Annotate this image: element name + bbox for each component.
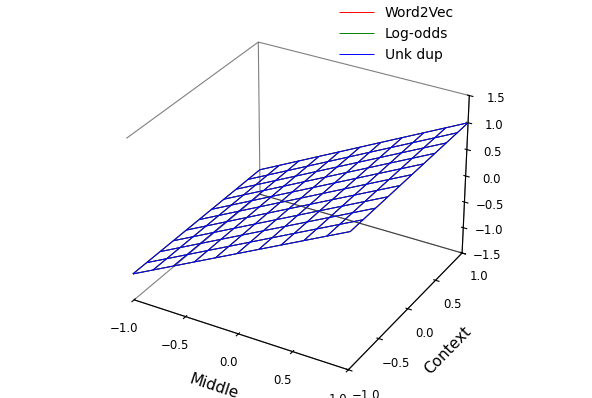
Legend: Word2Vec, Log-odds, Unk dup: Word2Vec, Log-odds, Unk dup (333, 0, 459, 67)
Y-axis label: Context: Context (422, 324, 474, 377)
X-axis label: Middle: Middle (188, 372, 240, 398)
